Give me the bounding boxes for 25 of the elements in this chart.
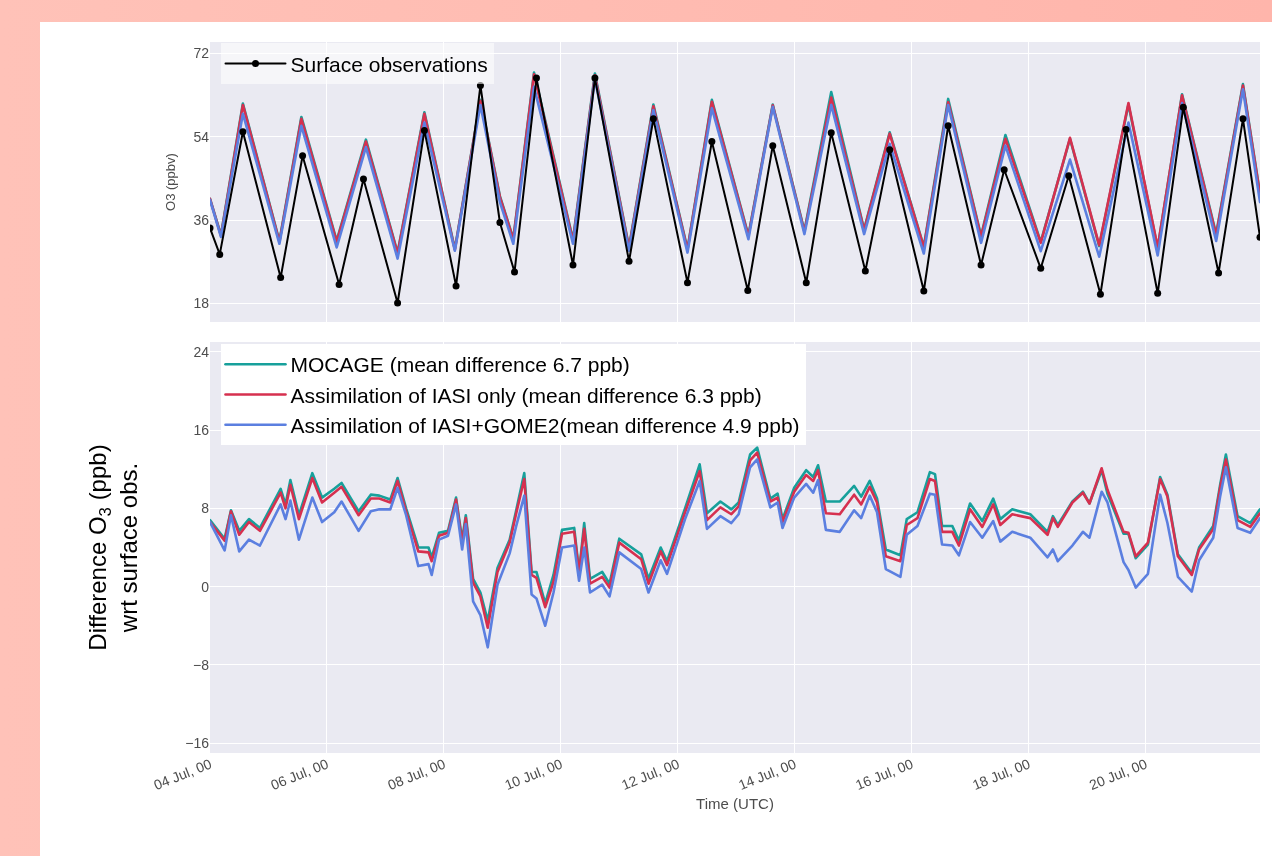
x-tick-label: 20 Jul, 00 (1086, 755, 1150, 794)
x-tick-label: 06 Jul, 00 (268, 755, 331, 794)
x-tick-label: 18 Jul, 00 (970, 755, 1033, 794)
x-tick-label: 12 Jul, 00 (619, 755, 682, 794)
legend-label: Assimilation of IASI+GOME2(mean difference 4.9 ppb) (290, 413, 800, 437)
y-tick-label: 16 (193, 421, 210, 438)
x-tick-label: 08 Jul, 00 (385, 755, 448, 794)
y-tick-label: −16 (185, 735, 210, 752)
y-tick-label: 54 (193, 128, 210, 145)
y-tick-label: 0 (201, 578, 210, 595)
y-tick-label: 36 (193, 212, 210, 229)
legend-label: MOCAGE (mean difference 6.7 ppb) (290, 353, 630, 377)
x-tick-label: 10 Jul, 00 (502, 755, 565, 794)
y-axis-title: O3 (ppbv) (163, 153, 179, 211)
y-tick-label: −8 (193, 656, 210, 673)
y-tick-label: 72 (193, 45, 210, 62)
legend-label: Surface observations (290, 52, 488, 76)
x-tick-label: 04 Jul, 00 (151, 755, 214, 794)
x-axis-title: Time (UTC) (696, 795, 774, 813)
legend-label: Assimilation of IASI only (mean difference 6.3 ppb) (290, 383, 762, 407)
y-tick-label: 24 (193, 343, 210, 360)
x-tick-label: 16 Jul, 00 (853, 755, 916, 794)
y-tick-label: 18 (193, 295, 210, 312)
x-tick-label: 14 Jul, 00 (736, 755, 799, 794)
y-tick-label: 8 (201, 500, 210, 517)
